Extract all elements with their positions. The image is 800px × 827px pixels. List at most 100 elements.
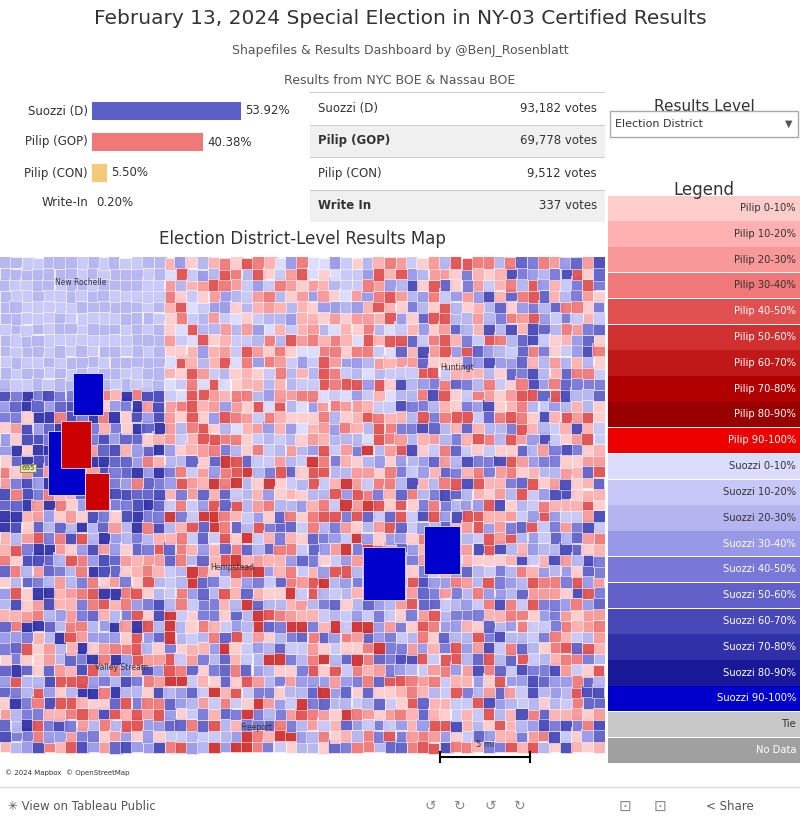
Bar xyxy=(395,575,407,587)
Bar xyxy=(164,332,177,346)
Bar xyxy=(472,310,484,323)
Bar xyxy=(218,574,232,587)
Bar xyxy=(395,287,409,301)
Bar xyxy=(440,664,452,676)
Bar xyxy=(164,511,177,523)
Bar xyxy=(406,312,420,323)
Bar xyxy=(87,365,99,379)
Bar xyxy=(286,389,298,400)
Bar xyxy=(593,665,604,676)
Bar xyxy=(186,566,200,577)
Bar xyxy=(505,522,518,533)
Bar xyxy=(186,509,198,522)
Bar xyxy=(362,433,375,446)
Bar xyxy=(174,443,189,455)
Bar xyxy=(582,706,596,720)
Bar xyxy=(198,729,211,741)
Bar xyxy=(440,731,453,742)
Bar xyxy=(174,652,187,665)
Bar xyxy=(538,375,550,390)
Bar xyxy=(0,607,12,621)
Bar xyxy=(417,443,430,456)
Bar xyxy=(583,696,595,709)
Bar xyxy=(582,421,597,433)
Bar xyxy=(22,257,34,270)
Bar xyxy=(165,380,178,390)
Bar xyxy=(450,696,462,709)
Bar xyxy=(218,531,231,543)
Bar xyxy=(142,377,155,390)
Text: Suozzi (D): Suozzi (D) xyxy=(28,104,88,117)
Bar xyxy=(186,685,200,698)
Bar xyxy=(450,530,464,543)
Bar xyxy=(318,543,330,555)
Bar xyxy=(383,729,394,741)
Bar xyxy=(75,444,87,457)
Bar xyxy=(263,280,276,291)
Bar xyxy=(572,574,584,588)
Bar xyxy=(251,476,264,490)
Bar xyxy=(66,421,80,433)
Bar xyxy=(66,485,77,499)
Bar xyxy=(230,300,244,313)
Bar xyxy=(395,552,407,565)
Bar xyxy=(187,531,198,544)
Bar xyxy=(120,334,134,346)
Bar xyxy=(506,266,517,280)
Bar xyxy=(274,739,286,753)
Text: Pilip (GOP): Pilip (GOP) xyxy=(318,134,390,147)
Bar xyxy=(329,575,342,588)
Bar xyxy=(594,332,608,347)
Bar xyxy=(296,399,307,412)
Bar xyxy=(32,707,46,719)
Bar xyxy=(131,487,144,500)
Bar xyxy=(330,619,343,633)
Bar xyxy=(76,377,90,390)
Bar xyxy=(99,574,110,588)
Bar xyxy=(22,344,36,356)
Bar xyxy=(428,299,440,312)
Bar xyxy=(252,628,266,643)
Bar xyxy=(154,465,166,477)
Text: Results Level: Results Level xyxy=(654,99,754,114)
Bar xyxy=(99,323,113,334)
Bar xyxy=(462,687,475,699)
Bar xyxy=(98,344,110,357)
Bar xyxy=(340,367,351,379)
Bar xyxy=(350,421,365,433)
Bar xyxy=(418,563,430,577)
Bar xyxy=(318,496,330,510)
Bar xyxy=(472,356,485,368)
Bar xyxy=(428,576,442,588)
Bar xyxy=(54,576,67,589)
Bar xyxy=(307,376,319,390)
Bar xyxy=(186,290,198,302)
Bar xyxy=(77,719,90,731)
Bar xyxy=(472,629,486,643)
Bar xyxy=(208,741,221,753)
Bar xyxy=(274,675,287,686)
Bar xyxy=(538,509,552,521)
Bar xyxy=(373,332,385,346)
Bar xyxy=(209,378,222,390)
Bar xyxy=(550,390,563,402)
Bar xyxy=(274,727,288,741)
Bar xyxy=(165,456,177,467)
Bar xyxy=(374,454,385,467)
Bar xyxy=(263,367,277,379)
Bar xyxy=(318,378,330,390)
Bar xyxy=(462,367,474,379)
Bar xyxy=(263,620,276,632)
Bar xyxy=(131,366,142,379)
Bar xyxy=(152,565,166,576)
Bar xyxy=(121,585,132,599)
Bar xyxy=(483,431,497,445)
Bar xyxy=(0,323,12,335)
Bar xyxy=(197,289,208,303)
Bar xyxy=(274,553,286,566)
Bar xyxy=(176,531,188,544)
Bar xyxy=(484,265,498,280)
Bar xyxy=(0,730,11,742)
Bar xyxy=(494,464,507,478)
Bar xyxy=(385,533,398,545)
